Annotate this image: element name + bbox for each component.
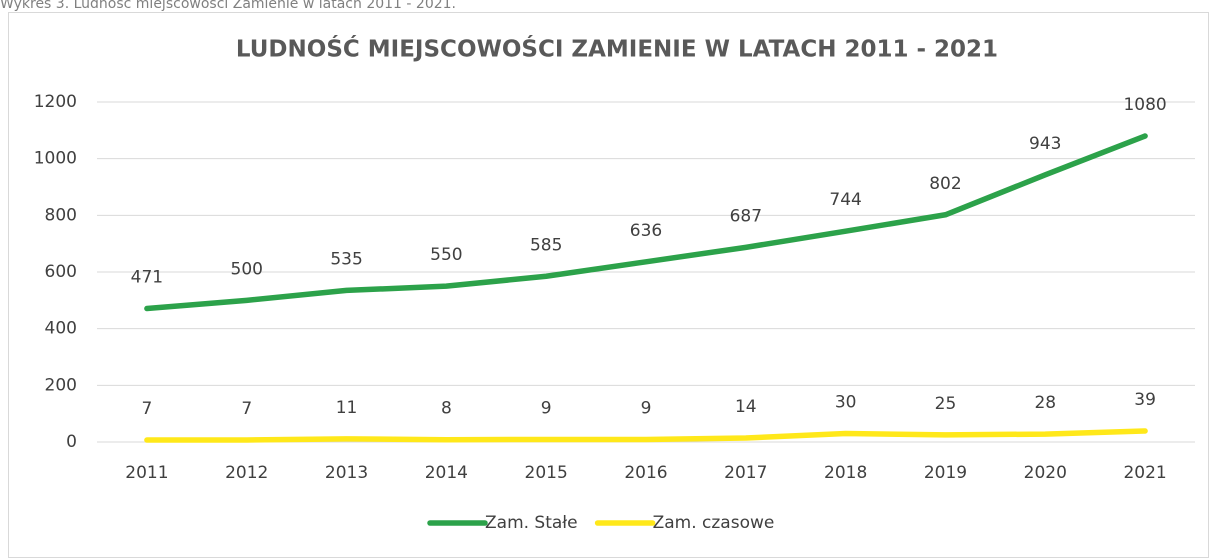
x-tick-label: 2013: [325, 463, 368, 483]
data-label: 11: [336, 398, 358, 418]
data-label: 28: [1034, 393, 1056, 413]
y-tick-label: 1000: [34, 149, 77, 169]
x-tick-label: 2017: [724, 463, 767, 483]
series-line: [144, 133, 1148, 312]
data-label: 9: [541, 398, 552, 418]
x-tick-label: 2019: [924, 463, 967, 483]
y-tick-label: 0: [66, 432, 77, 452]
data-label: 687: [730, 206, 762, 226]
x-tick-label: 2018: [824, 463, 867, 483]
y-tick-label: 400: [45, 319, 77, 339]
data-label: 535: [330, 249, 362, 269]
data-label: 636: [630, 221, 662, 241]
y-tick-label: 1200: [34, 92, 77, 112]
y-tick-label: 600: [45, 262, 77, 282]
data-label: 585: [530, 235, 562, 255]
y-tick-label: 200: [45, 375, 77, 395]
data-label: 7: [241, 399, 252, 419]
x-tick-label: 2011: [125, 463, 168, 483]
data-label: 744: [829, 190, 861, 210]
data-label: 943: [1029, 134, 1061, 154]
data-label: 14: [735, 397, 757, 417]
chart-border: [8, 12, 1209, 558]
y-tick-label: 800: [45, 205, 77, 225]
x-tick-label: 2016: [624, 463, 667, 483]
data-label: 7: [141, 399, 152, 419]
data-label: 39: [1134, 390, 1156, 410]
x-tick-label: 2020: [1024, 463, 1067, 483]
legend-label: Zam. Stałe: [485, 513, 578, 533]
data-label: 500: [231, 259, 263, 279]
data-label: 25: [935, 394, 957, 414]
series-line: [144, 428, 1148, 443]
data-label: 9: [641, 398, 652, 418]
x-tick-label: 2015: [525, 463, 568, 483]
data-label: 550: [430, 245, 462, 265]
x-tick-label: 2014: [425, 463, 468, 483]
data-label: 8: [441, 399, 452, 419]
chart-title: LUDNOŚĆ MIEJSCOWOŚCI ZAMIENIE W LATACH 2…: [236, 35, 998, 63]
data-label: 802: [929, 174, 961, 194]
data-label: 1080: [1123, 95, 1166, 115]
caption: Wykres 3. Ludność miejscowości Zamienie …: [0, 0, 456, 12]
x-tick-label: 2021: [1123, 463, 1166, 483]
x-tick-label: 2012: [225, 463, 268, 483]
data-label: 471: [131, 268, 163, 288]
legend-label: Zam. czasowe: [653, 513, 775, 533]
data-label: 30: [835, 393, 857, 413]
